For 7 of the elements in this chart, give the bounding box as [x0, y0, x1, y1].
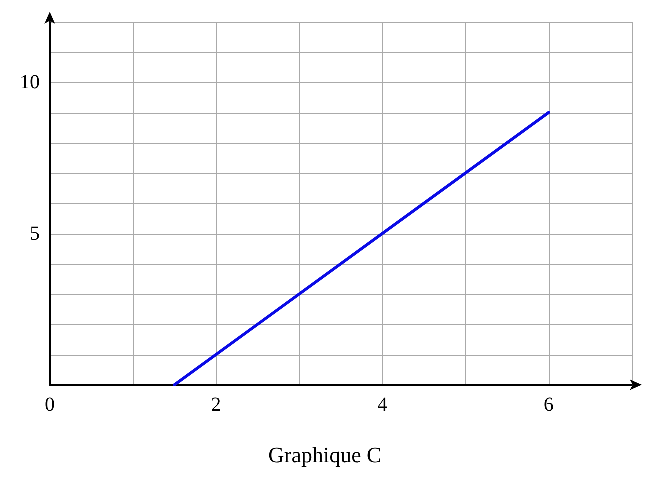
- x-tick-label: 4: [378, 394, 388, 416]
- x-tick-label: 0: [45, 394, 55, 416]
- x-tick-label: 6: [544, 394, 554, 416]
- x-tick-label: 2: [211, 394, 222, 416]
- text: Graphique C: [268, 442, 382, 468]
- y-tick-label: 10: [20, 72, 40, 94]
- y-tick-label: 5: [30, 222, 40, 245]
